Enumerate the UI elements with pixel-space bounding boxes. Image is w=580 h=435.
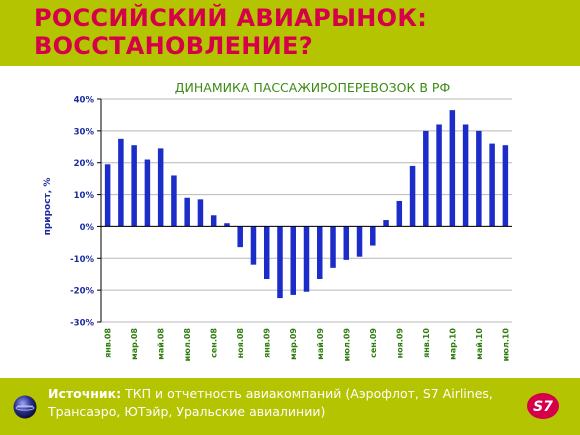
x-tick-label: мар.09 <box>289 328 298 360</box>
bar <box>131 145 137 227</box>
bar <box>290 226 296 295</box>
bar <box>330 226 336 268</box>
bar <box>343 226 350 260</box>
slide-title-line2: ВОССТАНОВЛЕНИЕ? <box>34 32 313 60</box>
bar <box>184 197 190 227</box>
bar <box>104 164 111 227</box>
y-tick-label: 30% <box>74 127 95 137</box>
chart-area: ДИНАМИКА ПАССАЖИРОПЕРЕВОЗОК В РФ 40% 30% 20… <box>0 66 580 378</box>
bar <box>396 200 403 227</box>
x-tick-label: янв.09 <box>263 328 272 358</box>
s7-logo-icon: S7 <box>527 393 559 419</box>
bar <box>462 124 469 227</box>
bar <box>436 124 442 227</box>
s7-logo-text: S7 <box>533 399 553 415</box>
bar <box>250 226 257 265</box>
bar-chart: ДИНАМИКА ПАССАЖИРОПЕРЕВОЗОК В РФ 40% 30% 20… <box>43 80 512 362</box>
bar <box>370 226 376 246</box>
bar <box>263 226 270 279</box>
x-tick-label: сен.08 <box>210 328 219 358</box>
x-tick-label: ноя.08 <box>236 328 245 359</box>
bar <box>383 220 389 227</box>
source-note: Источник: ТКП и отчетность авиакомпаний … <box>48 385 518 421</box>
bar <box>197 199 204 227</box>
bar <box>303 226 310 292</box>
y-tick-label: 20% <box>74 159 95 169</box>
bar <box>409 165 416 227</box>
x-tick-label: май.08 <box>157 328 166 360</box>
y-axis-label: прирост, % <box>43 178 53 236</box>
bar <box>356 226 363 257</box>
header-band: РОССИЙСКИЙ АВИАРЫНОК: ВОССТАНОВЛЕНИЕ? <box>0 0 580 66</box>
slide-title-line1: РОССИЙСКИЙ АВИАРЫНОК: <box>34 4 428 32</box>
x-tick-label: июл.08 <box>183 328 192 362</box>
bar <box>237 226 243 248</box>
bar <box>224 223 230 227</box>
x-tick-label: июл.10 <box>501 328 510 362</box>
x-tick-label: янв.10 <box>422 328 431 358</box>
source-text-line2: Трансаэро, ЮТэйр, Уральские авиалинии) <box>48 404 326 419</box>
bar <box>144 159 151 227</box>
slide-title: РОССИЙСКИЙ АВИАРЫНОК: ВОССТАНОВЛЕНИЕ? <box>34 4 554 60</box>
bar <box>210 215 217 227</box>
bar <box>449 110 456 227</box>
x-tick-label: май.10 <box>475 328 484 360</box>
x-tick-label: сен.09 <box>369 328 378 358</box>
y-tick-label: 10% <box>74 191 95 201</box>
globe-logo-icon <box>13 395 37 419</box>
x-tick-label: янв.08 <box>104 328 113 358</box>
x-tick-label: мар.10 <box>448 328 457 360</box>
x-tick-label: май.09 <box>316 328 325 360</box>
bar <box>157 148 164 227</box>
source-text-line1: ТКП и отчетность авиакомпаний (Аэрофлот,… <box>121 386 493 401</box>
bar <box>118 138 124 227</box>
y-tick-label: -30% <box>70 319 94 329</box>
x-tick-label: мар.08 <box>130 328 139 360</box>
x-tick-label: июл.09 <box>342 328 351 362</box>
chart-title: ДИНАМИКА ПАССАЖИРОПЕРЕВОЗОК В РФ <box>175 80 451 95</box>
bar <box>171 175 177 227</box>
bar <box>476 130 482 227</box>
bar <box>277 226 283 299</box>
bar <box>502 145 509 227</box>
bar <box>423 130 429 227</box>
y-tick-label: -10% <box>70 255 94 265</box>
footer-band <box>0 378 580 435</box>
bar <box>489 143 495 227</box>
y-tick-label: -20% <box>70 287 94 297</box>
x-tick-label: ноя.09 <box>395 328 404 359</box>
bar <box>317 226 323 279</box>
y-tick-label: 40% <box>74 96 95 106</box>
y-tick-label: 0% <box>80 223 95 233</box>
source-label: Источник: <box>48 386 122 401</box>
